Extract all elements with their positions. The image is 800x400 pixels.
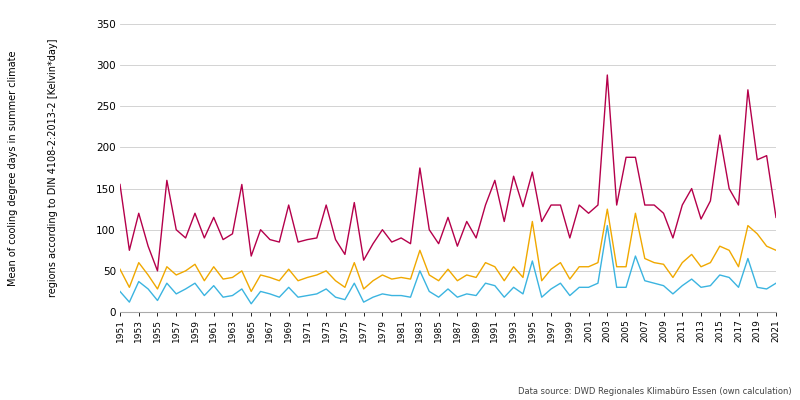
Text: regions according to DIN 4108-2:2013-2 [Kelvin*day]: regions according to DIN 4108-2:2013-2 [… — [48, 39, 58, 297]
Text: Data source: DWD Regionales Klimabüro Essen (own calculation): Data source: DWD Regionales Klimabüro Es… — [518, 387, 792, 396]
Text: Mean of cooling degree days in summer climate: Mean of cooling degree days in summer cl… — [8, 50, 18, 286]
